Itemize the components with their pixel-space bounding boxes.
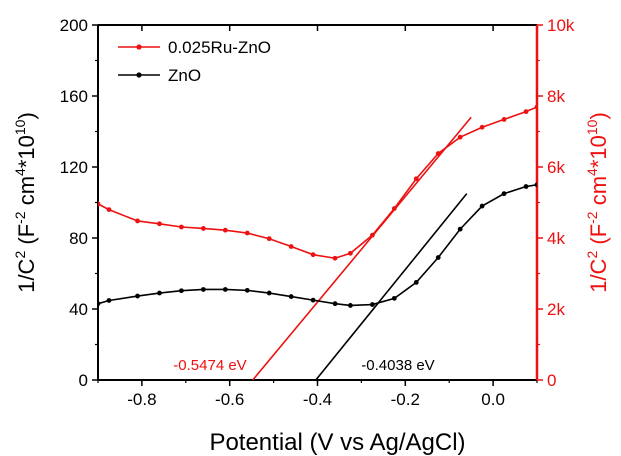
data-point-zno (310, 297, 316, 303)
y-left-tick-label: 160 (60, 87, 88, 106)
data-point-ru-zno (348, 250, 353, 256)
data-point-zno (98, 301, 101, 307)
data-point-ru-zno (332, 255, 338, 261)
fit-label-zno: -0.4038 eV (361, 357, 434, 374)
y-right-tick-label: 2k (547, 300, 565, 319)
data-point-ru-zno (244, 230, 250, 236)
legend-label: ZnO (168, 66, 201, 85)
data-point-ru-zno (179, 224, 184, 230)
data-point-ru-zno (435, 151, 441, 156)
axis-title-part: 1/C (586, 258, 611, 292)
data-point-ru-zno (534, 104, 537, 110)
data-point-zno (179, 288, 184, 294)
legend-swatch-marker (136, 72, 142, 78)
data-point-ru-zno (369, 232, 375, 238)
axis-title-part: -2 (584, 211, 600, 224)
data-point-zno (106, 298, 112, 303)
x-tick-label: -0.4 (303, 390, 332, 409)
data-point-ru-zno (310, 252, 316, 258)
y-axis-right-title: 1/C2 (F-2 cm4*1010) (584, 112, 611, 293)
axis-title-part: 2 (584, 251, 600, 259)
data-point-ru-zno (391, 206, 397, 211)
data-point-ru-zno (266, 236, 272, 242)
data-point-zno (222, 287, 228, 292)
data-point-zno (157, 290, 162, 296)
data-point-ru-zno (457, 134, 463, 140)
data-point-ru-zno (200, 226, 206, 231)
legend-label: 0.025Ru-ZnO (168, 38, 271, 57)
x-axis-title: Potential (V vs Ag/AgCl) (209, 429, 465, 456)
data-point-ru-zno (479, 124, 485, 130)
data-point-zno (369, 302, 375, 307)
y-left-tick-label: 200 (60, 16, 88, 35)
x-tick-label: 0.0 (481, 390, 505, 409)
data-point-zno (523, 184, 529, 189)
fit-label-ru-zno: -0.5474 eV (173, 357, 246, 374)
data-point-zno (200, 287, 206, 292)
axis-title-part: 4 (584, 168, 600, 176)
y-right-tick-label: 0 (547, 371, 556, 390)
axis-title-part: 10 (12, 119, 28, 135)
fit-line-ru-zno (252, 116, 472, 380)
y-left-tick-label: 120 (60, 158, 88, 177)
fit-line-zno (315, 193, 468, 380)
axis-title-part: *10 (14, 135, 39, 168)
axis-title-part: 2 (12, 251, 28, 259)
y-left-tick-label: 0 (79, 371, 88, 390)
data-point-zno (479, 203, 485, 209)
axis-title-part: 4 (12, 168, 28, 176)
data-point-ru-zno (157, 221, 162, 227)
axis-title-part: 1/C (14, 258, 39, 292)
axis-title-part: cm (14, 176, 39, 211)
series-line-zno (98, 183, 537, 307)
data-point-zno (391, 295, 397, 301)
data-point-ru-zno (413, 176, 419, 182)
x-tick-label: -0.2 (391, 390, 420, 409)
y-right-tick-label: 10k (547, 16, 575, 35)
plot-area (98, 104, 537, 380)
y-axis-left-title: 1/C2 (F-2 cm4*1010) (12, 112, 39, 293)
data-point-zno (435, 255, 441, 260)
data-point-zno (348, 303, 353, 308)
data-point-ru-zno (523, 109, 529, 115)
axis-title-part: 10 (584, 119, 600, 135)
data-point-zno (332, 301, 338, 307)
y-right-tick-label: 6k (547, 158, 565, 177)
data-point-zno (413, 279, 419, 285)
data-point-zno (266, 290, 272, 296)
data-point-ru-zno (135, 218, 140, 224)
axis-title-part: (F (14, 224, 39, 251)
data-point-zno (534, 182, 537, 188)
y-left-tick-label: 40 (69, 300, 88, 319)
data-point-ru-zno (501, 117, 507, 122)
data-point-ru-zno (98, 201, 101, 207)
y-right-tick-label: 4k (547, 229, 565, 248)
legend-swatch-marker (136, 44, 142, 50)
data-point-zno (135, 293, 140, 299)
axis-title-part: *10 (586, 135, 611, 168)
data-point-ru-zno (288, 244, 294, 249)
y-left-tick-label: 80 (69, 229, 88, 248)
data-point-zno (244, 287, 250, 293)
x-tick-label: -0.8 (127, 390, 156, 409)
legend: 0.025Ru-ZnO ZnO (118, 38, 271, 85)
x-tick-label: -0.6 (215, 390, 244, 409)
axis-title-part: cm (586, 176, 611, 211)
axis-title-part: -2 (12, 211, 28, 224)
axis-title-part: ) (586, 112, 611, 119)
axis-title-part: ) (14, 112, 39, 119)
y-right-tick-label: 8k (547, 87, 565, 106)
data-point-zno (501, 191, 507, 197)
axis-title-part: (F (586, 224, 611, 251)
data-point-ru-zno (106, 207, 112, 213)
series-line-ru-zno (98, 106, 537, 260)
data-point-zno (457, 226, 463, 232)
data-point-zno (288, 294, 294, 299)
data-point-ru-zno (222, 227, 228, 233)
